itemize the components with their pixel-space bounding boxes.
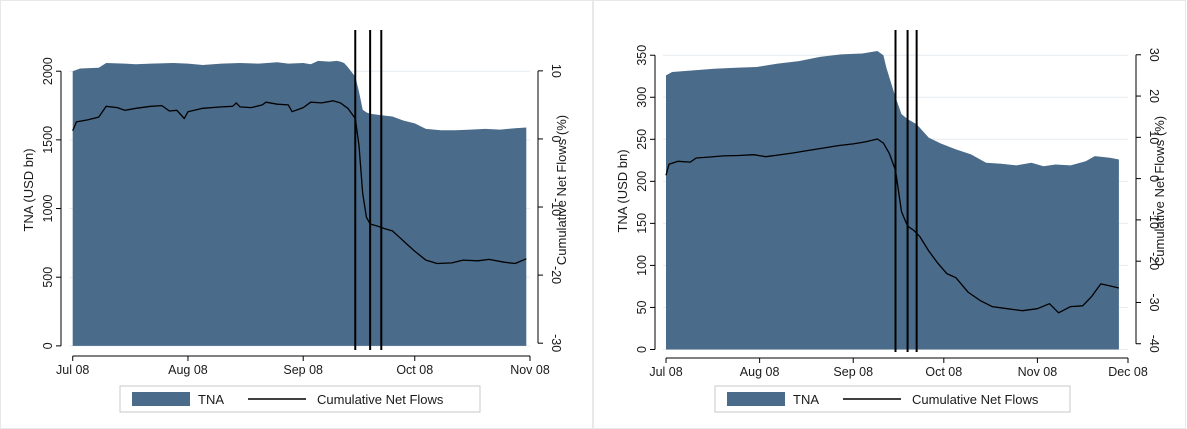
right-axis-tick-label: -30: [549, 334, 563, 352]
tna-area: [72, 60, 527, 346]
left-axis-tick-label: 100: [635, 255, 649, 276]
cumulative-net-flows-line: [665, 138, 1120, 314]
left-axis-title: TNA (USD bn): [21, 148, 36, 231]
right-axis-tick-label: -20: [549, 266, 563, 284]
x-axis-tick-label: Aug 08: [168, 363, 208, 377]
right-axis-tick-label: -40: [1147, 335, 1161, 353]
left-axis-tick-label: 300: [635, 87, 649, 108]
right-axis-tick-label: -10: [1147, 211, 1161, 229]
tna-area: [666, 51, 1119, 350]
left-axis-tick-label: 200: [635, 171, 649, 192]
chart-panel-left: 0 500 1000 1500 2000 TNA (USD bn) -30 -20 -10 0 10…: [0, 0, 593, 429]
right-axis-tick-label: 0: [549, 135, 563, 142]
left-axis-tick-label: 1500: [41, 126, 55, 154]
right-axis-tick-label: 10: [1147, 130, 1161, 144]
x-axis-tick-label: Oct 08: [925, 365, 962, 379]
x-axis-tick-label: Jul 08: [56, 363, 89, 377]
legend-tna-swatch: [727, 392, 785, 406]
legend-flows-label: Cumulative Net Flows: [317, 392, 444, 407]
x-axis-tick-label: Sep 08: [833, 365, 873, 379]
x-axis-tick-label: Jul 08: [649, 365, 682, 379]
left-axis-tick-label: 150: [635, 213, 649, 234]
right-axis-tick-label: 20: [1147, 89, 1161, 103]
right-axis-tick-label: -30: [1147, 293, 1161, 311]
left-axis-title: TNA (USD bn): [615, 149, 630, 232]
right-axis-title: Cumulative Net Flows (%): [1152, 116, 1167, 266]
left-axis-tick-label: 0: [41, 342, 55, 349]
left-axis-tick-label: 50: [635, 300, 649, 314]
x-axis-tick-label: Nov 08: [510, 363, 550, 377]
x-axis-tick-label: Aug 08: [740, 365, 780, 379]
left-axis-tick-label: 0: [635, 346, 649, 353]
legend-tna-label: TNA: [793, 392, 819, 407]
right-axis-tick-label: 30: [1147, 48, 1161, 62]
left-axis-tick-label: 250: [635, 129, 649, 150]
x-axis-tick-label: Sep 08: [283, 363, 323, 377]
right-axis-tick-label: -10: [549, 198, 563, 216]
legend-tna-label: TNA: [198, 392, 224, 407]
right-axis-title: Cumulative Net Flows (%): [554, 115, 569, 265]
x-axis-tick-label: Oct 08: [396, 363, 433, 377]
left-axis-tick-label: 1000: [41, 195, 55, 223]
right-axis-tick-label: -20: [1147, 252, 1161, 270]
x-axis-tick-label: Dec 08: [1108, 365, 1148, 379]
left-axis-tick-label: 2000: [41, 57, 55, 85]
x-axis-tick-label: Nov 08: [1018, 365, 1058, 379]
right-axis-tick-label: 10: [549, 64, 563, 78]
right-axis-tick-label: 0: [1147, 175, 1161, 182]
left-axis-tick-label: 350: [635, 45, 649, 66]
chart-panel-right: 0 50 100 150 200 250 300 350 TNA (USD bn) -40 -30-…: [593, 0, 1186, 429]
legend-flows-label: Cumulative Net Flows: [912, 392, 1039, 407]
left-axis-tick-label: 500: [41, 267, 55, 288]
cumulative-net-flows-line: [72, 100, 527, 265]
legend-tna-swatch: [132, 392, 190, 406]
chart-left-svg: 0 500 1000 1500 2000 TNA (USD bn) -30 -20 -10 0 10…: [0, 0, 593, 429]
